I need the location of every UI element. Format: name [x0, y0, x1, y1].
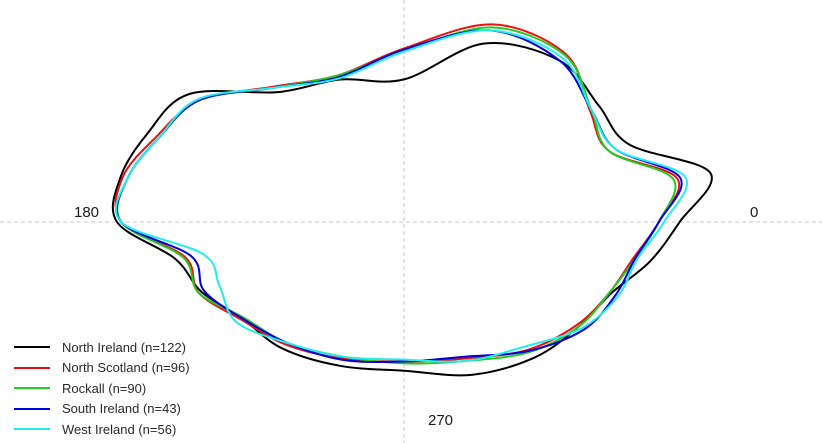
- legend-swatch: [14, 387, 50, 390]
- series-layer: [111, 23, 713, 377]
- legend-item: North Ireland (n=122): [14, 337, 190, 358]
- legend-label: Rockall (n=90): [62, 380, 147, 396]
- legend: North Ireland (n=122) North Scotland (n=9…: [14, 337, 190, 440]
- legend-swatch: [14, 407, 50, 410]
- legend-swatch: [14, 428, 50, 431]
- series-line-2: [116, 26, 677, 365]
- legend-item: West Ireland (n=56): [14, 419, 190, 440]
- legend-item: North Scotland (n=96): [14, 358, 190, 379]
- legend-item: South Ireland (n=43): [14, 399, 190, 420]
- legend-swatch: [14, 346, 50, 349]
- angle-label-270: 270: [428, 412, 454, 429]
- legend-label: North Scotland (n=96): [62, 360, 190, 376]
- legend-label: North Ireland (n=122): [62, 339, 186, 355]
- legend-label: South Ireland (n=43): [62, 401, 181, 417]
- angle-label-0: 0: [750, 204, 759, 221]
- legend-label: West Ireland (n=56): [62, 421, 177, 437]
- series-line-0: [111, 41, 713, 377]
- series-line-4: [114, 29, 689, 363]
- angle-label-180: 180: [74, 204, 100, 221]
- legend-item: Rockall (n=90): [14, 378, 190, 399]
- legend-swatch: [14, 366, 50, 369]
